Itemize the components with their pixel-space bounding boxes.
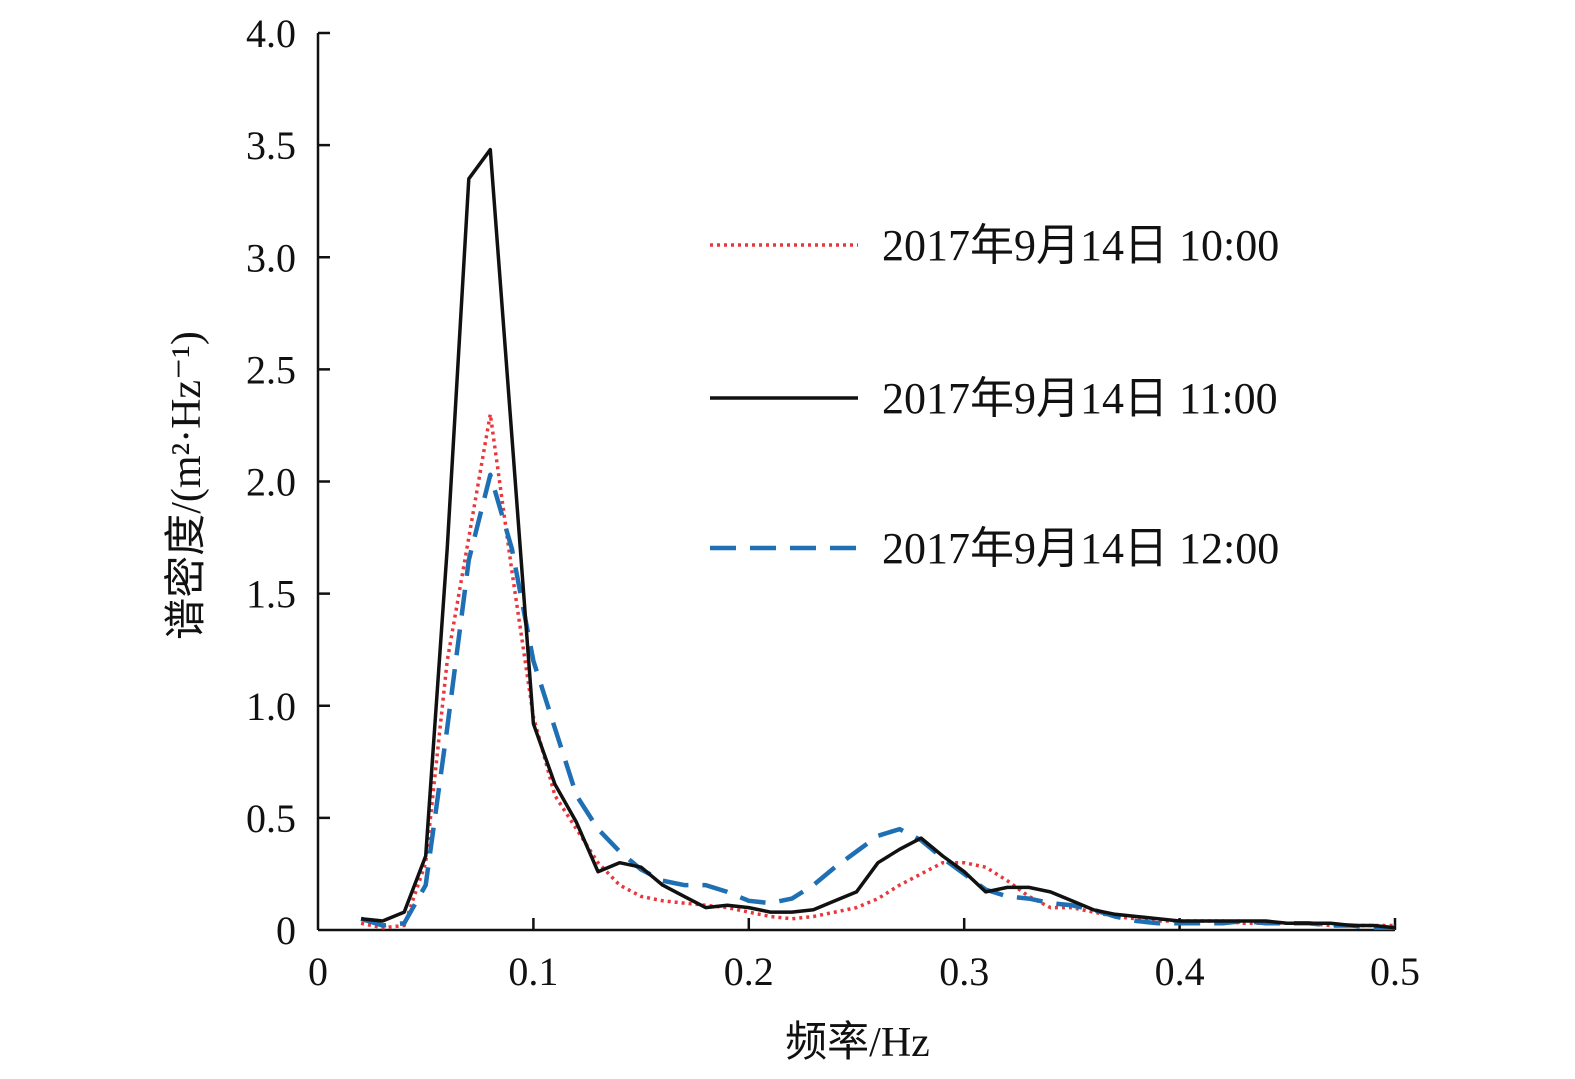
x-tick-label: 0.4 (1155, 949, 1205, 994)
y-axis-title: 谱密度/(m²·Hz⁻¹) (163, 331, 210, 640)
y-tick-label: 3.5 (246, 123, 296, 168)
x-tick-label: 0 (308, 949, 328, 994)
legend-label-2: 2017年9月14日 11:00 (882, 374, 1278, 423)
legend: 2017年9月14日 10:00 2017年9月14日 11:00 2017年9月1… (710, 221, 1279, 573)
series-line-2 (360, 147, 1396, 930)
series-layer (360, 147, 1396, 931)
y-tick-label: 3.0 (246, 235, 296, 280)
y-tick-label: 2.5 (246, 347, 296, 392)
x-tick-label: 0.3 (939, 949, 989, 994)
legend-label-1: 2017年9月14日 10:00 (882, 221, 1279, 270)
axes: 0 0.5 1.0 1.5 2.0 2.5 3.0 3.5 4.0 0 0.1 0.2 0.3 0.4 0.… (246, 11, 1420, 994)
y-tick-label: 0.5 (246, 796, 296, 841)
y-tick-label: 2.0 (246, 460, 296, 505)
x-axis-title: 频率/Hz (785, 1019, 930, 1066)
y-tick-label: 4.0 (246, 11, 296, 56)
x-tick-label: 0.2 (724, 949, 774, 994)
y-tick-label: 0 (276, 908, 296, 953)
y-tick-label: 1.0 (246, 684, 296, 729)
y-tick-label: 1.5 (246, 572, 296, 617)
x-tick-label: 0.1 (508, 949, 558, 994)
legend-label-3: 2017年9月14日 12:00 (882, 524, 1279, 573)
series-line-3 (360, 472, 1395, 931)
x-tick-label: 0.5 (1370, 949, 1420, 994)
